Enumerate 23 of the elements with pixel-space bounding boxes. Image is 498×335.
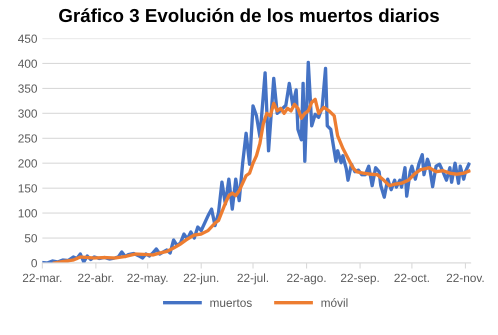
y-tick-label: 100 xyxy=(18,209,38,218)
y-tick-label: 400 xyxy=(18,60,38,68)
y-tick-label: 150 xyxy=(18,184,38,193)
y-tick-label: 300 xyxy=(18,109,38,118)
x-tick-label: 22-mar. xyxy=(22,274,62,282)
x-tick-label: 22-abr. xyxy=(78,273,114,282)
y-tick-label: 50 xyxy=(24,234,38,242)
x-tick-label: 22-oct. xyxy=(394,274,429,282)
x-tick-label: 22-jun. xyxy=(184,273,218,284)
x-tick-label: 22-jul. xyxy=(238,273,268,284)
y-tick-label: 200 xyxy=(18,159,38,168)
x-tick-label: 22-nov. xyxy=(446,274,484,282)
chart-title: Gráfico 3 Evolución de los muertos diarios xyxy=(59,8,439,22)
x-tick-label: 22-may. xyxy=(127,274,168,284)
legend-label: móvil xyxy=(321,298,348,307)
legend-label: muertos xyxy=(210,299,252,307)
x-tick-label: 22-sep. xyxy=(340,274,379,284)
y-tick-label: 350 xyxy=(18,84,38,93)
line-series xyxy=(52,98,471,263)
x-tick-label: 22-ago. xyxy=(287,274,326,284)
y-tick-label: 450 xyxy=(18,34,38,43)
y-tick-label: 250 xyxy=(18,134,38,143)
y-tick-label: 0 xyxy=(31,259,38,268)
